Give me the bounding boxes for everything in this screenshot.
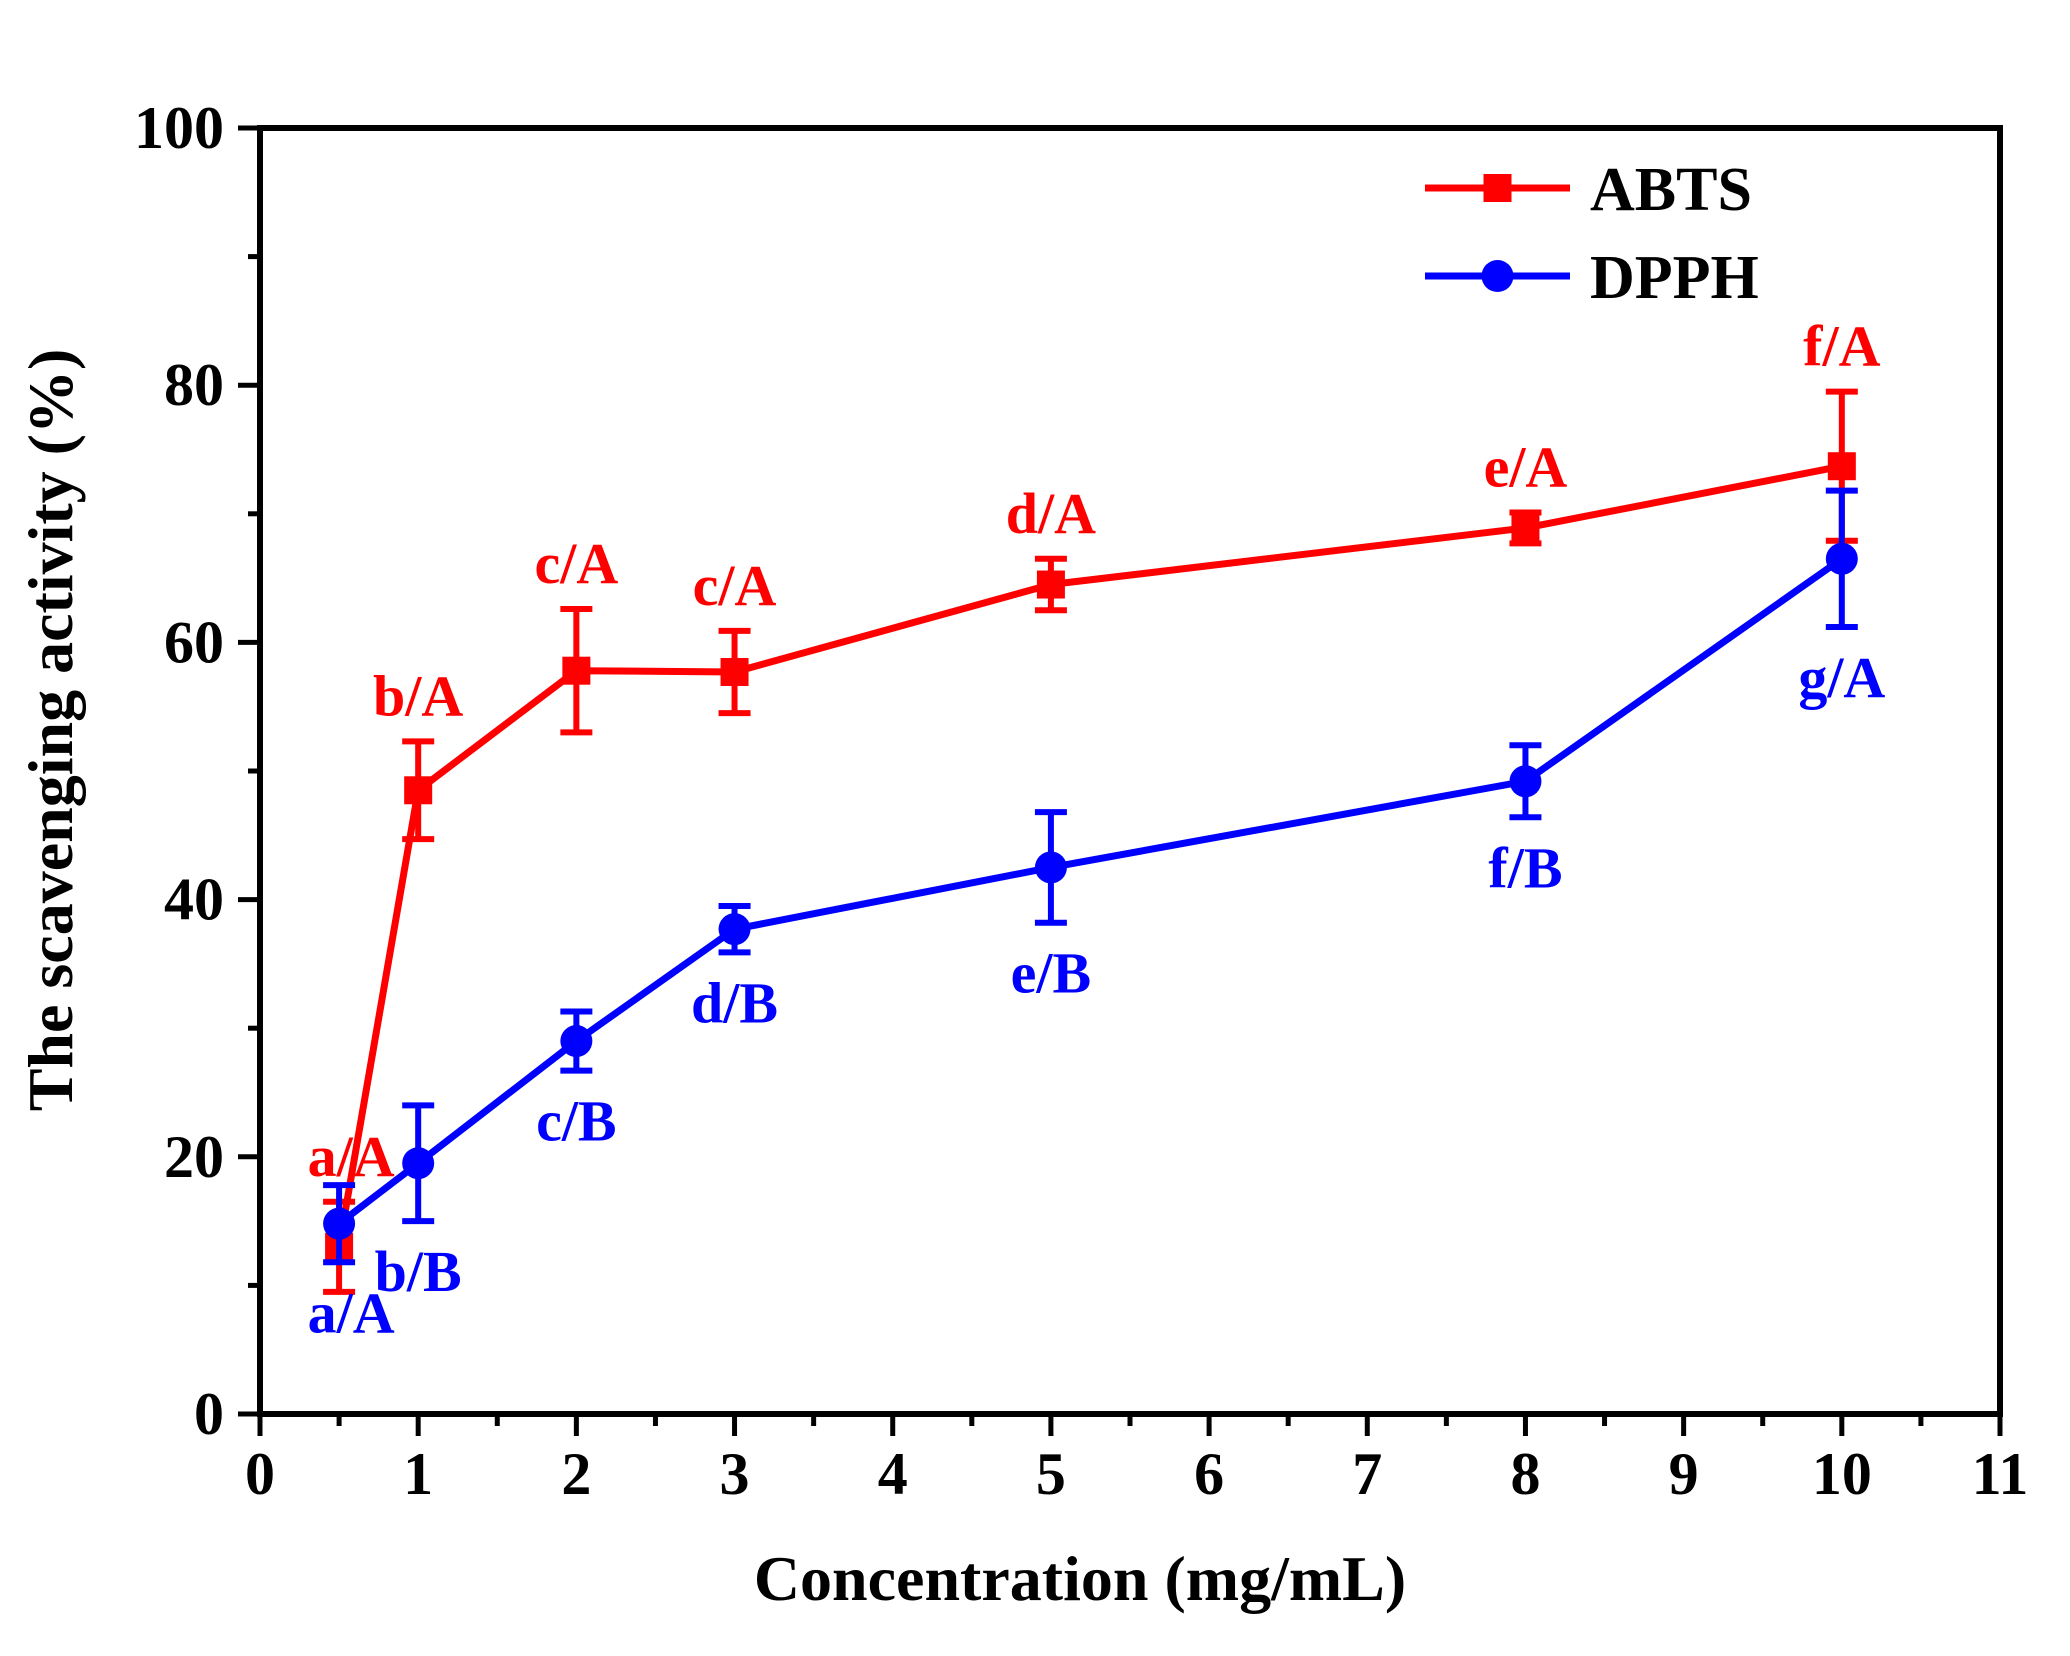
x-tick-label: 9 bbox=[1669, 1441, 1699, 1507]
legend: ABTS DPPH bbox=[1425, 156, 1759, 312]
x-tick-label: 11 bbox=[1972, 1441, 2029, 1507]
series-layer: a/Ab/Ac/A c/Ad/Ae/Af/Aa/Ab/Bc/Bd/B e/Bf/Bg… bbox=[308, 314, 1886, 1346]
abts-point-label: d/A bbox=[1006, 481, 1096, 546]
dpph-point bbox=[718, 913, 751, 946]
dpph-point-label: a/A bbox=[308, 1280, 395, 1345]
abts-point bbox=[562, 656, 591, 685]
x-tick-label: 6 bbox=[1194, 1441, 1224, 1507]
abts-legend-label: ABTS bbox=[1590, 156, 1752, 224]
dpph-point bbox=[323, 1207, 356, 1240]
dpph-point-label: d/B bbox=[691, 970, 778, 1035]
abts-point bbox=[1511, 513, 1540, 542]
axes-layer: 0 1 2 3 4 5 6 7 8 9 10 11 0 20 40 60 80 100 bbox=[134, 95, 2028, 1507]
x-tick-label: 5 bbox=[1036, 1441, 1066, 1507]
dpph-series: a/Ab/Bc/Bd/B e/Bf/Bg/A bbox=[308, 487, 1885, 1345]
abts-series: a/A b/A c/A c/A d/A e/A f/A bbox=[308, 314, 1881, 1295]
y-tick-label: 40 bbox=[164, 867, 224, 933]
x-tick-label: 2 bbox=[561, 1441, 591, 1507]
dpph-point-label: c/B bbox=[536, 1089, 617, 1154]
abts-point bbox=[1036, 570, 1065, 599]
abts-point bbox=[404, 776, 433, 805]
dpph-legend-marker bbox=[1481, 260, 1514, 292]
y-tick-label: 80 bbox=[164, 352, 224, 418]
dpph-point-label: f/B bbox=[1488, 835, 1562, 900]
x-tick-label: 0 bbox=[245, 1441, 275, 1507]
dpph-point-label: g/A bbox=[1798, 645, 1885, 710]
x-tick-label: 4 bbox=[878, 1441, 908, 1507]
x-tick-label: 7 bbox=[1352, 1441, 1382, 1507]
abts-point-label: b/A bbox=[373, 663, 463, 728]
abts-point-label: a/A bbox=[308, 1124, 395, 1189]
abts-point-label: c/A bbox=[534, 531, 618, 596]
dpph-point-label: b/B bbox=[375, 1239, 462, 1304]
dpph-legend-label: DPPH bbox=[1590, 244, 1759, 312]
y-tick-label: 100 bbox=[134, 95, 224, 161]
dpph-point bbox=[1509, 765, 1542, 798]
abts-point-label: f/A bbox=[1803, 314, 1880, 379]
abts-point-label: c/A bbox=[693, 553, 777, 618]
abts-point bbox=[1827, 452, 1856, 481]
y-tick-label: 60 bbox=[164, 609, 224, 675]
y-axis-label: The scavenging activity (%) bbox=[15, 349, 86, 1112]
abts-legend-marker bbox=[1483, 174, 1512, 202]
x-tick-label: 1 bbox=[403, 1441, 433, 1507]
dpph-point bbox=[402, 1147, 435, 1180]
y-tick-label: 0 bbox=[194, 1381, 224, 1447]
dpph-point bbox=[1034, 851, 1067, 884]
x-tick-label: 10 bbox=[1812, 1441, 1872, 1507]
x-axis-label: Concentration (mg/mL) bbox=[754, 1543, 1406, 1614]
dpph-point bbox=[1825, 542, 1858, 575]
x-tick-label: 3 bbox=[720, 1441, 750, 1507]
dpph-point bbox=[560, 1025, 593, 1058]
abts-point bbox=[720, 657, 749, 686]
abts-point-label: e/A bbox=[1484, 435, 1568, 500]
y-tick-label: 20 bbox=[164, 1124, 224, 1190]
dpph-point-label: e/B bbox=[1011, 941, 1092, 1006]
plot-frame bbox=[257, 125, 2003, 1417]
x-tick-label: 8 bbox=[1510, 1441, 1540, 1507]
